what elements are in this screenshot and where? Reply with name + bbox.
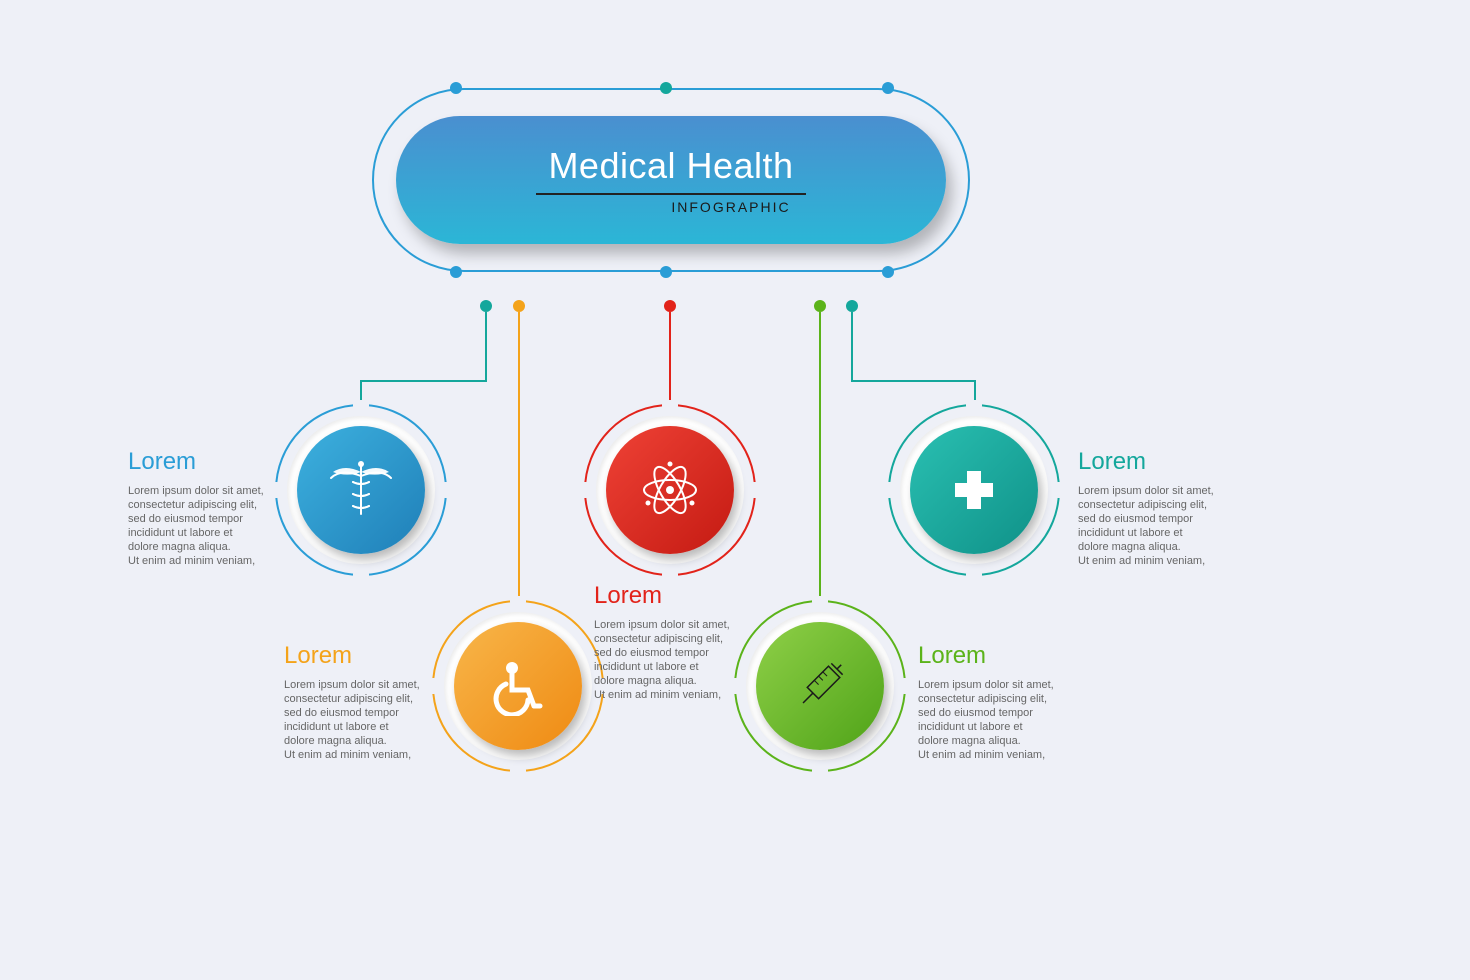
connector-line — [851, 380, 976, 382]
header-dot — [882, 266, 894, 278]
connector-line — [851, 312, 853, 380]
ring-gap — [884, 482, 892, 498]
connector-dot — [513, 300, 525, 312]
node-body: Lorem ipsum dolor sit amet, consectetur … — [284, 678, 420, 762]
atom-icon — [635, 455, 705, 525]
header-dot — [660, 266, 672, 278]
node-body: Lorem ipsum dolor sit amet, consectetur … — [918, 678, 1054, 762]
node-cross — [888, 404, 1060, 576]
ring-gap — [966, 572, 982, 580]
node-atom — [584, 404, 756, 576]
connector-line — [819, 312, 821, 602]
ring-gap — [662, 400, 678, 408]
wheelchair-icon — [488, 656, 548, 716]
header-title: Medical Health — [548, 145, 793, 187]
ring-gap — [1056, 482, 1064, 498]
ring-gap — [510, 596, 526, 604]
ring-gap — [966, 400, 982, 408]
node-text-cross: Lorem Lorem ipsum dolor sit amet, consect… — [1078, 448, 1214, 568]
ring-gap — [443, 482, 451, 498]
node-disc — [910, 426, 1038, 554]
connector-dot — [480, 300, 492, 312]
ring-gap — [580, 482, 588, 498]
node-title: Lorem — [1078, 448, 1214, 476]
caduceus-icon — [325, 454, 397, 526]
connector-line — [518, 312, 520, 602]
infographic-canvas: Medical Health INFOGRAPHIC Lorem Lorem ips… — [0, 0, 1470, 980]
ring-gap — [902, 678, 910, 694]
header-pill: Medical Health INFOGRAPHIC — [396, 116, 946, 244]
ring-gap — [752, 482, 760, 498]
node-disc — [297, 426, 425, 554]
node-text-wheelchair: Lorem Lorem ipsum dolor sit amet, consect… — [284, 642, 420, 762]
header-dot — [450, 82, 462, 94]
syringe-icon — [790, 656, 850, 716]
ring-gap — [730, 678, 738, 694]
node-text-syringe: Lorem Lorem ipsum dolor sit amet, consect… — [918, 642, 1054, 762]
node-syringe — [734, 600, 906, 772]
connector-line — [485, 312, 487, 380]
cross-icon — [949, 465, 999, 515]
ring-gap — [428, 678, 436, 694]
node-text-atom: Lorem Lorem ipsum dolor sit amet, consect… — [594, 582, 730, 702]
ring-gap — [662, 572, 678, 580]
node-title: Lorem — [128, 448, 264, 476]
ring-gap — [510, 768, 526, 776]
connector-line — [669, 312, 671, 408]
node-body: Lorem ipsum dolor sit amet, consectetur … — [594, 618, 730, 702]
node-disc — [606, 426, 734, 554]
header-subtitle: INFOGRAPHIC — [671, 199, 790, 215]
ring-gap — [812, 768, 828, 776]
node-title: Lorem — [918, 642, 1054, 670]
node-title: Lorem — [284, 642, 420, 670]
connector-dot — [814, 300, 826, 312]
header-dot — [450, 266, 462, 278]
node-text-caduceus: Lorem Lorem ipsum dolor sit amet, consect… — [128, 448, 264, 568]
node-disc — [756, 622, 884, 750]
node-body: Lorem ipsum dolor sit amet, consectetur … — [128, 484, 264, 568]
node-caduceus — [275, 404, 447, 576]
header-dot — [882, 82, 894, 94]
header-underline — [536, 193, 806, 195]
header-dot — [660, 82, 672, 94]
node-wheelchair — [432, 600, 604, 772]
connector-dot — [846, 300, 858, 312]
connector-line — [360, 380, 487, 382]
ring-gap — [353, 572, 369, 580]
ring-gap — [353, 400, 369, 408]
node-title: Lorem — [594, 582, 730, 610]
node-body: Lorem ipsum dolor sit amet, consectetur … — [1078, 484, 1214, 568]
ring-gap — [271, 482, 279, 498]
ring-gap — [812, 596, 828, 604]
node-disc — [454, 622, 582, 750]
connector-dot — [664, 300, 676, 312]
